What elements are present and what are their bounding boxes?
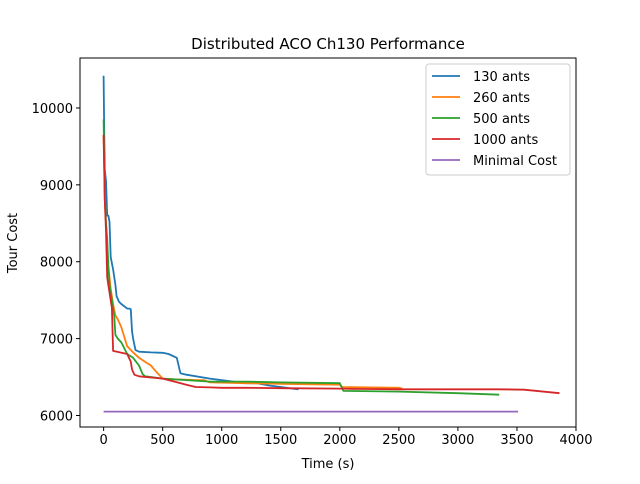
legend-box xyxy=(425,63,571,176)
legend-label-2: 500 ants xyxy=(473,112,530,127)
series-line-2 xyxy=(102,119,500,396)
x-tick-label: 0 xyxy=(99,433,107,448)
series-line-3 xyxy=(102,134,560,395)
legend: 130 ants 260 ants 500 ants 1000 ants Minimal… xyxy=(425,63,571,176)
x-tick-label: 1500 xyxy=(264,433,297,448)
legend-label-3: 1000 ants xyxy=(473,133,539,148)
legend-label-1: 260 ants xyxy=(473,91,530,106)
x-tick-label: 3500 xyxy=(500,433,533,448)
legend-label-4: Minimal Cost xyxy=(473,154,557,169)
chart-title: Distributed ACO Ch130 Performance xyxy=(191,35,465,53)
x-tick-label: 2000 xyxy=(323,433,356,448)
x-axis-ticks: 0 500 1000 1500 2000 2500 3000 3500 4000 xyxy=(99,427,593,448)
y-tick-label: 7000 xyxy=(40,333,73,348)
legend-label-0: 130 ants xyxy=(473,70,530,85)
x-tick-label: 1000 xyxy=(205,433,238,448)
plot-area-frame xyxy=(79,57,577,428)
x-axis-label: Time (s) xyxy=(301,457,355,472)
y-axis-label: Tour Cost xyxy=(6,213,21,274)
series-layer xyxy=(102,75,560,413)
x-tick-label: 3000 xyxy=(441,433,474,448)
x-tick-label: 4000 xyxy=(559,433,592,448)
y-tick-label: 9000 xyxy=(40,179,73,194)
y-axis-ticks: 6000 7000 8000 9000 10000 xyxy=(32,102,80,424)
x-tick-label: 2500 xyxy=(382,433,415,448)
y-tick-label: 10000 xyxy=(32,102,73,117)
x-tick-label: 500 xyxy=(150,433,175,448)
y-tick-label: 6000 xyxy=(40,409,73,424)
y-tick-label: 8000 xyxy=(40,256,73,271)
